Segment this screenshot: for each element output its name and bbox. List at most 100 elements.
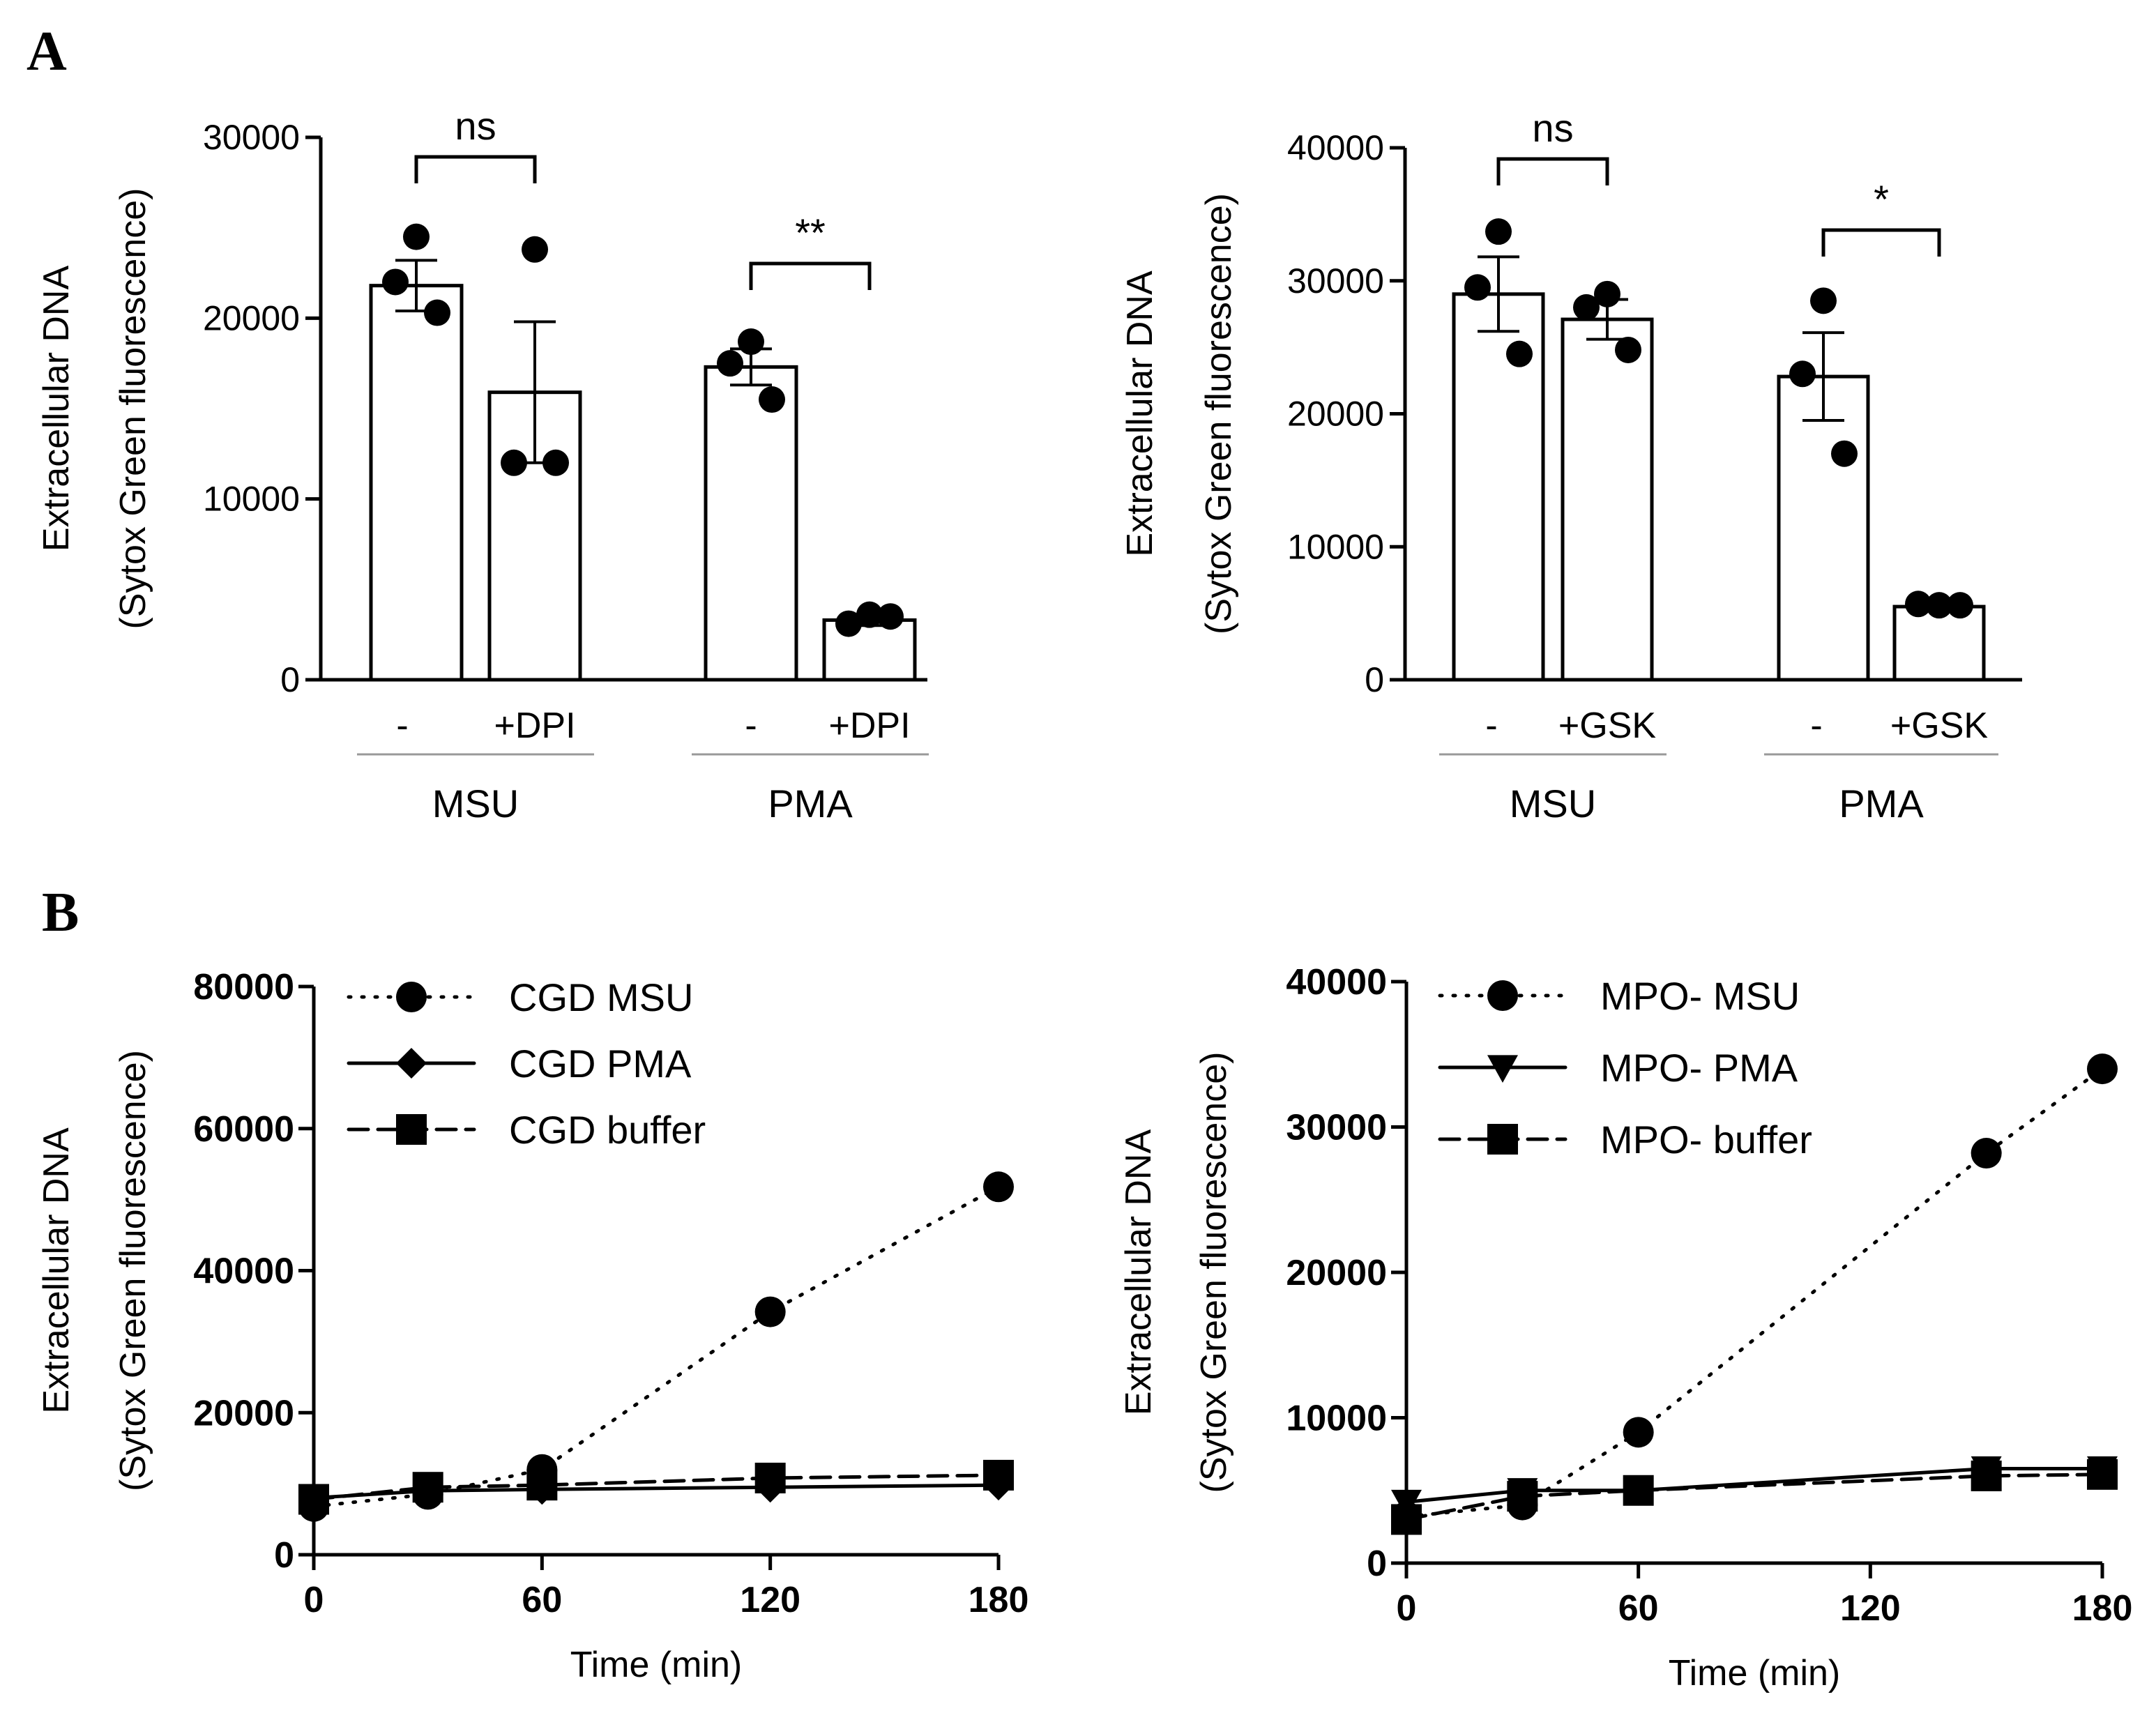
data-point xyxy=(1464,274,1491,301)
category-label: +GSK xyxy=(1890,706,1988,746)
data-point xyxy=(396,1114,427,1145)
data-point xyxy=(396,982,427,1012)
legend-label: MPO- PMA xyxy=(1600,1046,1798,1090)
category-label: +DPI xyxy=(494,706,575,746)
significance-bracket xyxy=(749,261,872,290)
y-axis-label-line2: (Sytox Green fluorescence) xyxy=(1194,1052,1234,1493)
x-tick-label: 60 xyxy=(1618,1588,1659,1629)
data-point xyxy=(1905,591,1931,618)
category-label: - xyxy=(1485,706,1497,746)
data-point xyxy=(2087,1053,2118,1085)
data-point xyxy=(1831,440,1858,467)
data-point xyxy=(754,1462,786,1493)
group-label: MSU xyxy=(432,782,519,825)
x-tick-label: 180 xyxy=(2072,1588,2133,1629)
legend-label: CGD buffer xyxy=(509,1108,706,1152)
y-tick-label: 30000 xyxy=(1287,261,1384,300)
x-tick-label: 0 xyxy=(1397,1588,1417,1629)
significance-label: ns xyxy=(1532,106,1573,150)
legend-label: CGD MSU xyxy=(509,975,693,1019)
legend-label: CGD PMA xyxy=(509,1042,692,1086)
data-point xyxy=(1507,1481,1538,1512)
panel-label-b: B xyxy=(42,882,79,943)
data-point xyxy=(1487,1124,1518,1155)
data-point xyxy=(1487,1055,1518,1083)
data-point xyxy=(424,299,450,326)
x-tick-label: 120 xyxy=(740,1580,800,1620)
significance-bracket xyxy=(1496,157,1609,185)
group-label: PMA xyxy=(1839,782,1924,825)
data-point xyxy=(1971,1138,2002,1169)
significance-bracket xyxy=(414,155,537,183)
legend-label: MPO- buffer xyxy=(1600,1118,1812,1162)
y-axis-label-line1: Extracellular DNA xyxy=(36,266,77,552)
y-axis-label-line2: (Sytox Green fluorescence) xyxy=(113,188,153,630)
y-axis-label-line1: Extracellular DNA xyxy=(1120,271,1160,557)
data-point xyxy=(298,1484,329,1515)
data-point xyxy=(526,1470,558,1501)
y-tick-label: 30000 xyxy=(1286,1108,1387,1148)
x-axis-label: Time (min) xyxy=(570,1645,743,1685)
x-tick-label: 60 xyxy=(522,1580,562,1620)
data-point xyxy=(1971,1460,2002,1491)
y-tick-label: 0 xyxy=(1367,1544,1387,1584)
data-point xyxy=(412,1472,443,1503)
legend-label: MPO- MSU xyxy=(1600,974,1800,1018)
data-point xyxy=(856,601,883,628)
bar xyxy=(369,284,464,682)
data-point xyxy=(754,1296,786,1327)
series-line xyxy=(312,1473,1001,1502)
data-point xyxy=(717,350,743,377)
chart-a-dpi: 0 10000 20000 30000 Extracellular DNA (Sytox … xyxy=(36,104,929,825)
y-tick-label: 30000 xyxy=(203,118,300,157)
data-point xyxy=(522,236,548,263)
category-label: +DPI xyxy=(828,706,910,746)
category-label: +GSK xyxy=(1558,706,1656,746)
data-point xyxy=(1485,218,1512,245)
data-point xyxy=(1623,1417,1654,1448)
y-tick-label: 20000 xyxy=(1287,395,1384,434)
y-tick-label: 0 xyxy=(280,660,300,699)
data-point xyxy=(1594,280,1620,307)
category-label: - xyxy=(745,706,757,746)
bar xyxy=(1777,374,1870,682)
y-tick-label: 40000 xyxy=(193,1251,294,1292)
data-point xyxy=(1789,360,1816,388)
significance-label: ns xyxy=(455,104,496,148)
x-tick-label: 0 xyxy=(304,1580,324,1620)
y-tick-label: 40000 xyxy=(1286,962,1387,1003)
data-point xyxy=(835,610,862,637)
data-point xyxy=(983,1459,1014,1491)
data-point xyxy=(1623,1475,1654,1506)
significance-label: ** xyxy=(795,211,826,254)
data-point xyxy=(1573,294,1600,321)
y-tick-label: 10000 xyxy=(203,480,300,519)
data-point xyxy=(542,449,569,476)
data-point xyxy=(983,1171,1014,1203)
y-axis-label-line2: (Sytox Green fluorescence) xyxy=(113,1050,153,1491)
group-label: PMA xyxy=(768,782,853,825)
data-point xyxy=(1926,592,1952,619)
data-point xyxy=(1487,980,1518,1011)
data-point xyxy=(1391,1504,1422,1535)
data-point xyxy=(501,449,527,476)
bar xyxy=(704,365,798,682)
significance-label: * xyxy=(1874,177,1889,221)
significance-bracket xyxy=(1821,228,1941,257)
panel-label-a: A xyxy=(26,21,67,82)
group-label: MSU xyxy=(1510,782,1596,825)
data-point xyxy=(1506,340,1533,367)
data-point xyxy=(759,386,785,413)
y-tick-label: 60000 xyxy=(193,1109,294,1150)
y-axis-label-line2: (Sytox Green fluorescence) xyxy=(1199,193,1239,634)
y-tick-label: 20000 xyxy=(1286,1253,1387,1293)
data-point xyxy=(1947,592,1973,619)
y-tick-label: 0 xyxy=(274,1535,294,1576)
data-point xyxy=(1391,1489,1422,1518)
x-tick-label: 120 xyxy=(1840,1588,1901,1629)
y-tick-label: 20000 xyxy=(193,1393,294,1433)
y-tick-label: 20000 xyxy=(203,298,300,337)
y-tick-label: 10000 xyxy=(1287,527,1384,566)
y-axis-label-line1: Extracellular DNA xyxy=(36,1127,77,1414)
